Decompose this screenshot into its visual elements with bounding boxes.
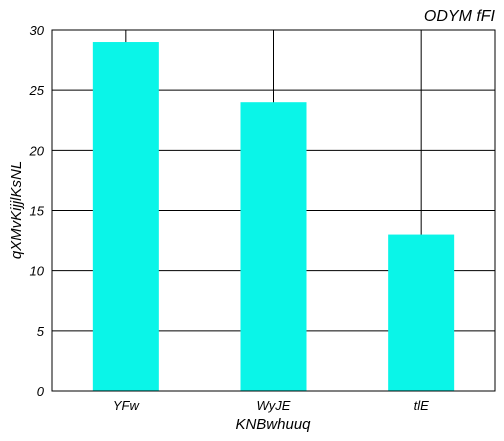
x-tick-label: WyJE — [257, 398, 291, 413]
y-tick-label: 5 — [37, 324, 45, 339]
x-axis-ticks: YFw WyJE tlE — [113, 398, 429, 413]
bar-tlE — [388, 234, 455, 391]
bars — [92, 42, 455, 392]
y-tick-label: 30 — [30, 23, 45, 38]
plot-frame — [51, 29, 496, 392]
x-axis-title: KNBwhuuq — [235, 416, 311, 433]
y-tick-label: 20 — [29, 143, 45, 158]
y-axis-title: qXMvKijjlKsNL — [8, 161, 25, 259]
y-tick-label: 25 — [29, 83, 45, 98]
bar-YFw — [92, 42, 159, 392]
x-tick-label: YFw — [113, 398, 141, 413]
chart-title: ODYM fFI — [424, 8, 496, 25]
y-tick-label: 0 — [37, 384, 45, 399]
bar-WyJE — [240, 102, 307, 391]
x-tick-label: tlE — [414, 398, 430, 413]
y-tick-label: 15 — [30, 204, 45, 219]
y-tick-label: 10 — [30, 264, 45, 279]
y-axis-ticks: 0 5 10 15 20 25 30 — [29, 23, 45, 399]
